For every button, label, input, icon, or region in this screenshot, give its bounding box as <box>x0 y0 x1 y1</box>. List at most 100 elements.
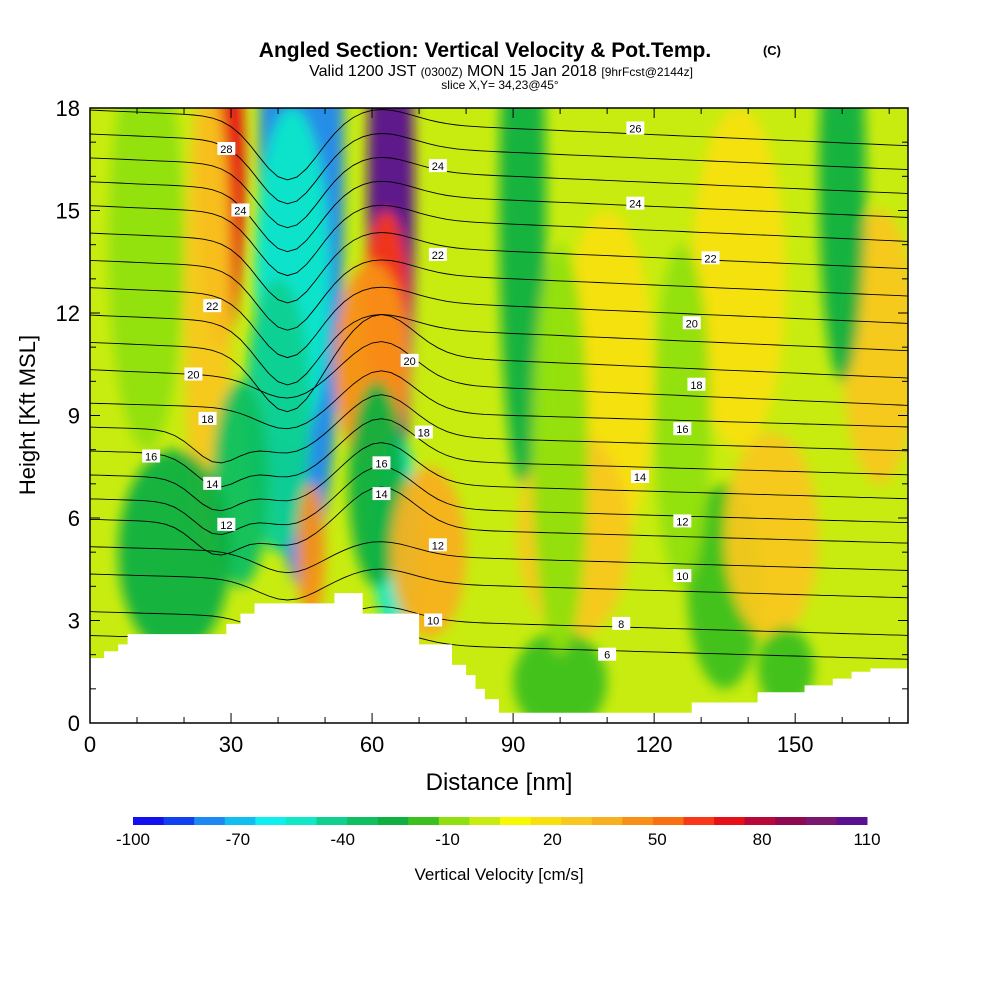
isotherm-label: 12 <box>673 514 692 528</box>
isotherm-label-text: 28 <box>220 144 232 156</box>
isotherm-label: 12 <box>428 538 447 552</box>
velocity-cell <box>818 108 866 382</box>
isotherm-label-bg <box>428 538 447 552</box>
isotherm-label-text: 14 <box>634 472 646 484</box>
isotherm-label: 20 <box>682 316 701 330</box>
isotherm-label-bg <box>217 142 236 155</box>
colorbar-swatch <box>836 817 868 825</box>
chart-subtitle: Valid 1200 JST (0300Z) MON 15 Jan 2018 [… <box>309 63 693 80</box>
terrain-mask <box>90 593 908 723</box>
isotherm-label-group: 28 24 22 20 18 16 14 12 24 22 20 18 16 14 12 10 26 24 22 20… <box>142 121 720 662</box>
isotherm-label-text: 24 <box>432 161 444 173</box>
subtitle-z: (0300Z) <box>421 65 463 79</box>
isotherm-line <box>90 232 908 304</box>
isotherm-line <box>90 541 908 574</box>
colorbar-swatch <box>408 817 440 825</box>
colorbar-swatch <box>652 817 684 825</box>
isotherm-label-text: 20 <box>686 318 698 330</box>
colorbar-swatch <box>530 817 562 825</box>
colorbar-swatch <box>377 817 409 825</box>
isotherm-label-text: 10 <box>427 616 439 628</box>
isotherm-label-text: 22 <box>704 253 716 265</box>
isotherm-label-bg <box>673 422 692 436</box>
isotherm-label-bg <box>701 251 720 265</box>
chart-title: Angled Section: Vertical Velocity & Pot.… <box>259 39 711 62</box>
isotherm-label-bg <box>217 517 236 531</box>
isotherm-label-bg <box>631 470 650 483</box>
x-tick-label: 60 <box>360 732 384 757</box>
colorbar-tick-label: -70 <box>226 830 251 849</box>
isotherm-label-bg <box>142 449 161 463</box>
isotherm-label-text: 24 <box>629 199 641 211</box>
isotherm-label: 14 <box>372 487 391 501</box>
colorbar-tick-label: 50 <box>648 830 667 849</box>
colorbar-swatch <box>133 817 165 825</box>
velocity-cell <box>531 244 589 655</box>
subtitle-valid: Valid 1200 JST <box>309 63 417 80</box>
colorbar-tick-label: 110 <box>853 830 880 849</box>
colorbar-swatch <box>163 817 195 825</box>
isotherm-label-text: 22 <box>432 250 444 262</box>
colorbar-tick-labels: -100 -70 -40 -10 20 50 80 110 <box>116 830 881 849</box>
y-axis-label: Height [Kft MSL] <box>15 335 40 495</box>
isotherm-line <box>90 156 908 229</box>
y-tick-label: 9 <box>68 404 80 429</box>
isotherm-label: 18 <box>414 425 433 440</box>
colorbar-swatch <box>469 817 501 825</box>
isotherm-label-bg <box>428 247 447 261</box>
isotherm-label-bg <box>198 411 217 425</box>
isotherm-label-bg <box>598 647 617 661</box>
subtitle-date: MON 15 Jan 2018 <box>467 63 597 80</box>
isotherm-label-text: 18 <box>690 380 702 392</box>
colorbar-swatch <box>316 817 348 825</box>
isotherm-label-bg <box>626 196 645 210</box>
axis-ticks <box>89 107 908 724</box>
isotherm-label-bg <box>626 121 645 135</box>
y-tick-label: 3 <box>68 609 80 634</box>
isotherm-label-bg <box>673 514 692 528</box>
isotherm-line <box>90 442 908 512</box>
velocity-cell <box>757 627 814 710</box>
x-axis-label: Distance [nm] <box>426 769 573 796</box>
isotherm-label-text: 18 <box>418 428 430 440</box>
isotherm-label-bg <box>400 353 419 367</box>
isotherm-label: 10 <box>424 613 443 628</box>
colorbar-tick-label: 20 <box>543 830 562 849</box>
isotherm-label: 14 <box>631 470 650 484</box>
isotherm-label: 20 <box>400 353 419 368</box>
isotherm-label-bg <box>414 425 433 439</box>
isotherm-label-bg <box>428 159 447 173</box>
isotherm-line <box>90 314 908 386</box>
y-tick-label: 12 <box>56 301 80 326</box>
isotherm-label: 14 <box>203 476 222 491</box>
velocity-cell <box>108 108 185 450</box>
isotherm-label-bg <box>203 299 222 313</box>
isotherm-line <box>90 109 908 181</box>
velocity-field <box>108 108 908 723</box>
colorbar-swatch <box>500 817 532 825</box>
isotherm-line <box>90 418 908 488</box>
colorbar-swatch <box>805 817 837 825</box>
isotherm-label-bg <box>231 203 250 217</box>
isotherm-label: 16 <box>673 422 692 436</box>
isotherm-label-text: 16 <box>676 424 688 436</box>
velocity-cell <box>513 630 608 723</box>
isotherm-label: 16 <box>142 449 161 464</box>
x-tick-label: 120 <box>636 732 673 757</box>
isotherm-label: 24 <box>626 196 645 211</box>
isotherm-label-text: 14 <box>375 489 387 501</box>
colorbar-tick-label: -100 <box>116 830 150 849</box>
isotherm-label: 24 <box>231 203 250 218</box>
colorbar-swatch <box>622 817 654 825</box>
subtitle-fcst: [9hrFcst@2144z] <box>601 65 693 79</box>
isotherm-label: 22 <box>428 247 447 262</box>
x-tick-label: 0 <box>84 732 96 757</box>
isotherm-label: 12 <box>217 517 236 532</box>
isotherm-label-bg <box>687 377 706 391</box>
colorbar-swatch <box>744 817 776 825</box>
isotherm-label-bg <box>203 476 222 490</box>
y-tick-label: 0 <box>68 711 80 736</box>
plot-area: 28 24 22 20 18 16 14 12 24 22 20 18 16 14 12 10 26 24 22 20… <box>90 108 908 723</box>
isotherm-label-text: 18 <box>201 414 213 426</box>
isotherm-label: 18 <box>687 377 706 392</box>
